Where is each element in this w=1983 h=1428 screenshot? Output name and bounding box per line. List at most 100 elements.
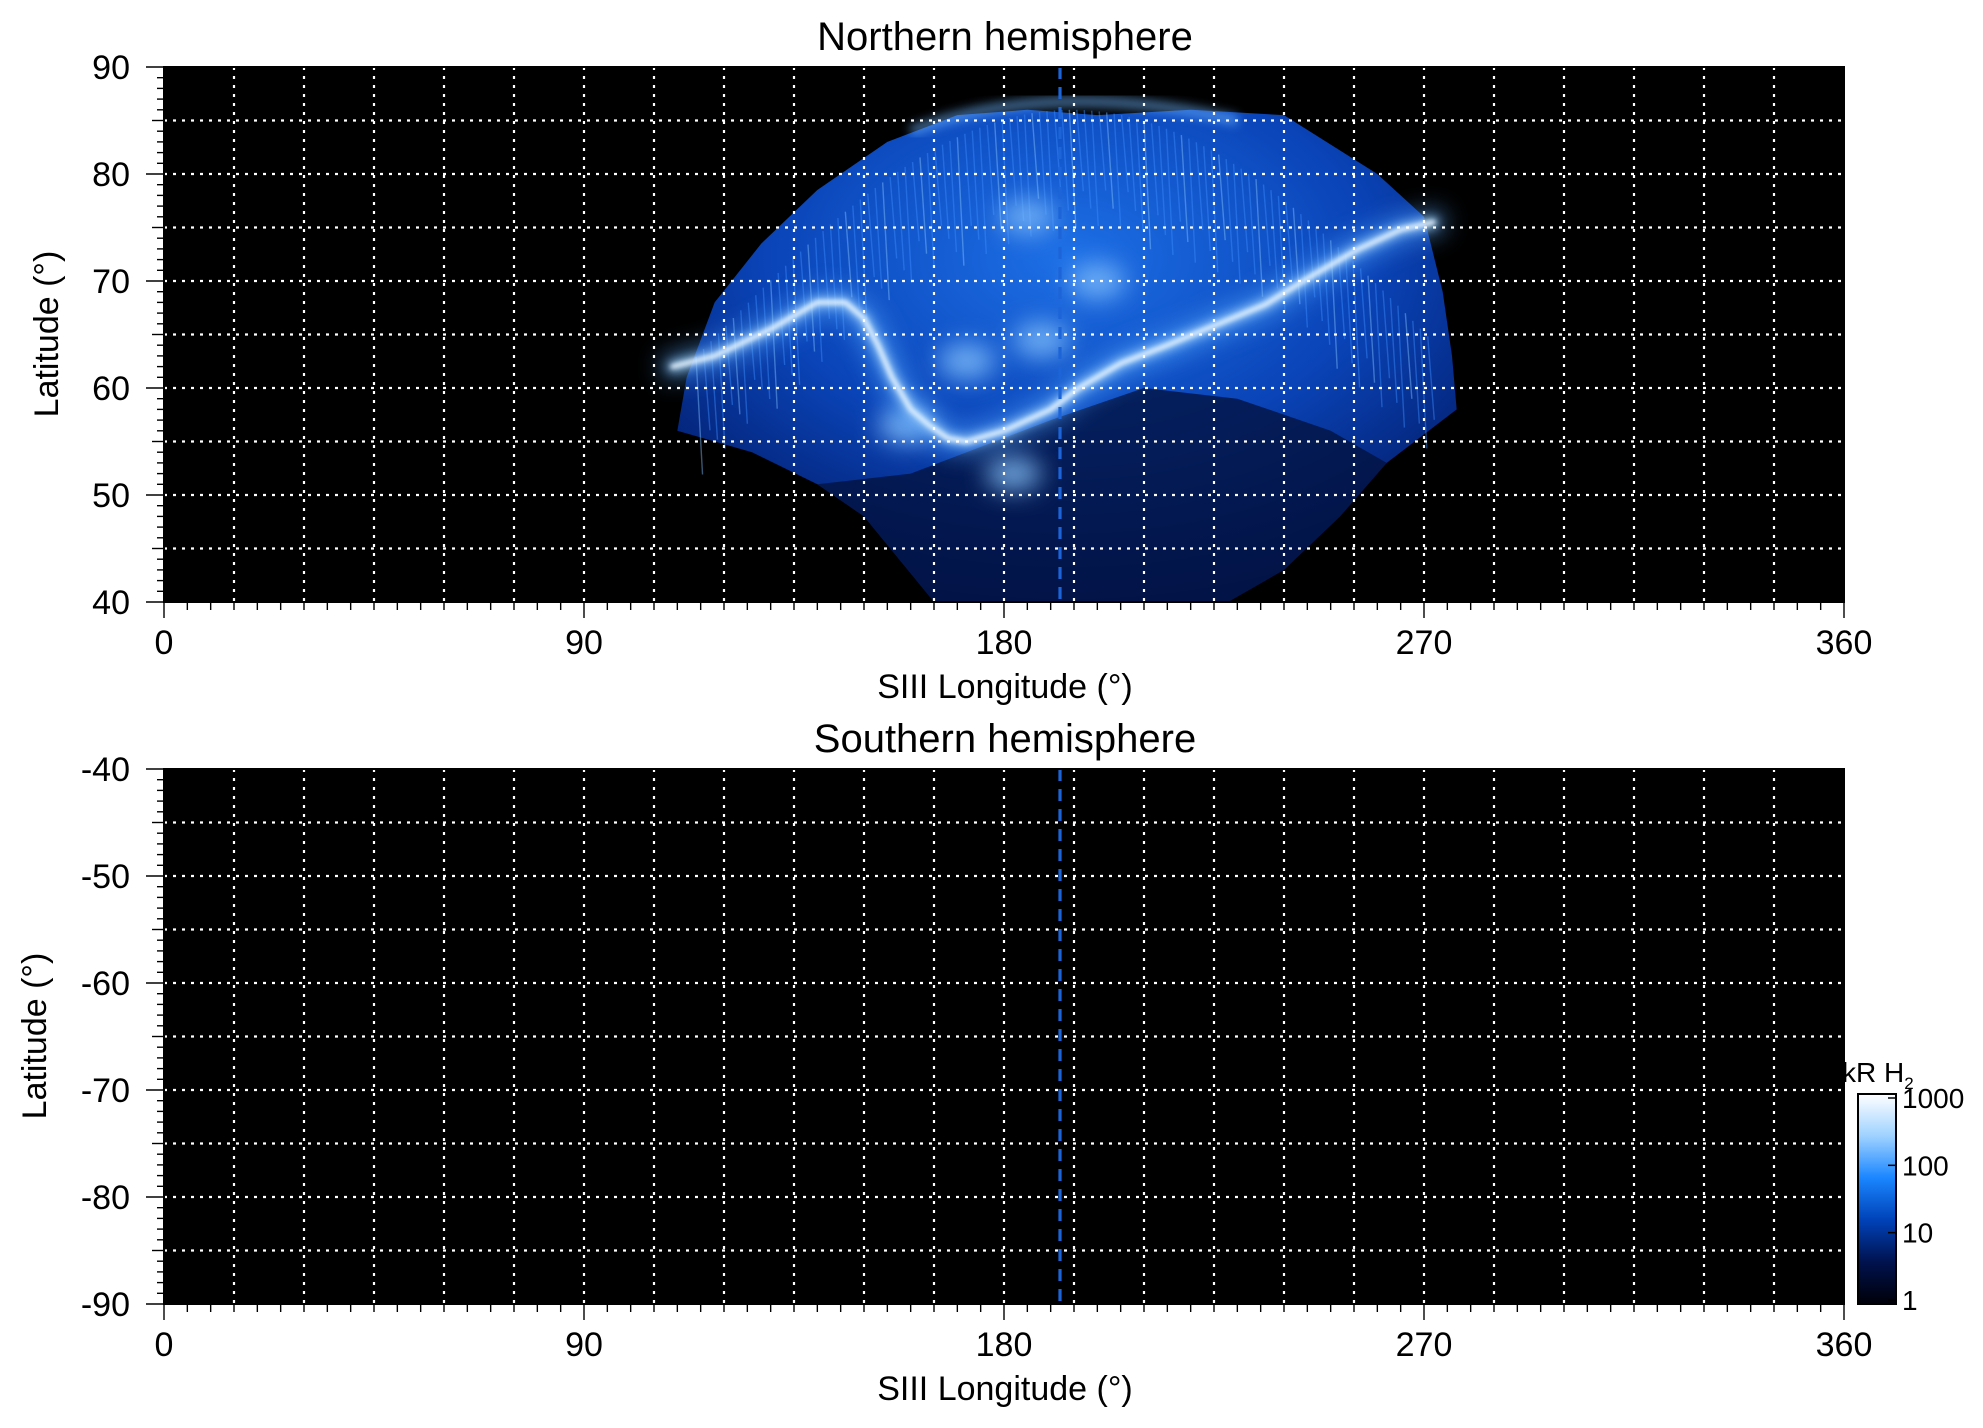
limb-streak (1217, 154, 1226, 241)
limb-streak (1270, 190, 1279, 289)
colorbar-tick-label: 1 (1902, 1285, 1918, 1316)
northern-x-axis-label: SIII Longitude (°) (877, 668, 1133, 706)
limb-streak (1412, 320, 1421, 424)
limb-streak (964, 133, 973, 226)
limb-streak (1203, 146, 1211, 252)
limb-streak (1382, 290, 1391, 379)
limb-streak (1076, 109, 1085, 192)
limb-streak (1427, 336, 1435, 420)
x-tick-label: 360 (1816, 624, 1873, 662)
southern-x-tick-labels: 0 90 180 270 360 (155, 1326, 1873, 1364)
limb-streak (1068, 109, 1077, 228)
limb-streak (1113, 113, 1122, 228)
limb-streak (993, 122, 1002, 230)
y-tick-label: 50 (92, 477, 130, 515)
northern-y-tick-labels: 90 80 70 60 50 40 (92, 49, 130, 622)
limb-streak (1008, 117, 1017, 206)
y-tick-label: 70 (92, 263, 130, 301)
polar-emission-patch (999, 198, 1056, 235)
northern-x-tick-labels: 0 90 180 270 360 (155, 624, 1873, 662)
x-tick-label: 180 (976, 624, 1033, 662)
southern-grid (164, 769, 1844, 1304)
limb-streak (1352, 261, 1361, 388)
northern-panel-title: Northern hemisphere (817, 15, 1193, 59)
polar-emission-patch (985, 455, 1042, 492)
southern-x-axis-label: SIII Longitude (°) (877, 1370, 1133, 1408)
polar-cap-arc (908, 96, 1239, 136)
southern-minor-ticks (146, 768, 1845, 1320)
y-tick-label: 60 (92, 370, 130, 408)
limb-streak (896, 171, 905, 271)
limb-streak (934, 148, 943, 226)
limb-streak (979, 127, 987, 254)
polar-emission-patch (938, 343, 995, 380)
northern-hemisphere-panel: Northern hemisphere 90 80 70 60 50 40 0 90 180 2… (28, 15, 1872, 706)
colorbar-label-subscript: 2 (1904, 1074, 1913, 1093)
limb-streak (1165, 128, 1174, 256)
limb-streak (1061, 109, 1070, 211)
limb-streak (1419, 328, 1428, 449)
limb-streak (1173, 131, 1182, 222)
colorbar-label: kR H2 (1842, 1057, 1914, 1093)
limb-streak (1180, 135, 1189, 243)
colorbar-ticks: 1000 100 10 1 (1888, 1083, 1964, 1316)
limb-streak (1367, 275, 1376, 383)
limb-streak (889, 177, 898, 259)
colorbar-scale (1857, 1093, 1897, 1305)
limb-streak (1397, 305, 1406, 428)
limb-streak (1374, 283, 1383, 408)
limb-streak (1038, 111, 1047, 215)
northern-grid (164, 67, 1844, 602)
limb-streak (956, 137, 965, 266)
limb-streak (971, 130, 980, 240)
limb-streak (1105, 112, 1114, 209)
limb-streak (1322, 233, 1331, 345)
northern-y-axis-label: Latitude (°) (28, 251, 66, 418)
limb-streak (1031, 113, 1040, 199)
southern-panel-title: Southern hemisphere (814, 717, 1196, 761)
limb-streak (844, 211, 853, 298)
limb-streak (1128, 116, 1137, 212)
y-tick-label: -50 (81, 858, 130, 896)
y-tick-label: 90 (92, 49, 130, 87)
y-tick-label: -60 (81, 965, 130, 1003)
y-tick-label: -40 (81, 751, 130, 789)
southern-hemisphere-panel: Southern hemisphere -40 -50 -60 -70 -80 -90 0… (16, 717, 1872, 1408)
limb-streak (1285, 201, 1294, 282)
x-tick-label: 360 (1816, 1326, 1873, 1364)
limb-streak (1232, 163, 1241, 284)
southern-y-tick-labels: -40 -50 -60 -70 -80 -90 (81, 751, 130, 1324)
y-tick-label: -70 (81, 1072, 130, 1110)
colorbar: kR H2 1000 100 10 1 (1842, 1057, 1964, 1316)
x-tick-label: 0 (155, 1326, 174, 1364)
colorbar-tick-label: 1000 (1902, 1083, 1964, 1114)
limb-streak (904, 166, 913, 283)
limb-streak (911, 161, 920, 242)
limb-streak (1255, 179, 1264, 297)
colorbar-tick-label: 10 (1902, 1218, 1933, 1249)
limb-streak (1158, 125, 1167, 236)
polar-emission-patch (1013, 321, 1070, 358)
main-emission-oval (670, 220, 1436, 444)
y-tick-label: 80 (92, 156, 130, 194)
limb-streak (695, 356, 704, 475)
limb-streak (874, 187, 883, 289)
southern-y-axis-label: Latitude (°) (16, 953, 54, 1120)
limb-streak (1344, 254, 1353, 364)
x-tick-label: 270 (1396, 624, 1453, 662)
colorbar-label-main: kR H (1842, 1057, 1904, 1088)
limb-streak (1053, 110, 1062, 194)
colorbar-tick-label: 100 (1902, 1150, 1949, 1181)
y-tick-label: -90 (81, 1286, 130, 1324)
limb-streak (852, 205, 861, 309)
x-tick-label: 0 (155, 624, 174, 662)
limb-streak (949, 140, 958, 253)
limb-streak (837, 218, 846, 341)
limb-streak (1359, 268, 1368, 359)
limb-streak (867, 193, 875, 278)
limb-streak (1225, 159, 1234, 262)
limb-streak (1240, 168, 1249, 253)
limb-streak (1389, 297, 1398, 403)
limb-streak (1150, 123, 1159, 216)
